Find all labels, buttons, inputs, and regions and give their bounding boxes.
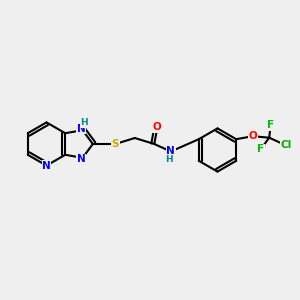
Text: N: N	[77, 154, 85, 164]
Text: H: H	[166, 154, 173, 164]
Text: N: N	[167, 146, 175, 157]
Text: N: N	[42, 160, 51, 171]
Text: S: S	[112, 139, 119, 149]
Text: N: N	[77, 124, 85, 134]
Text: O: O	[153, 122, 162, 133]
Text: Cl: Cl	[280, 140, 291, 150]
Text: F: F	[257, 144, 264, 154]
Text: F: F	[267, 120, 274, 130]
Text: H: H	[80, 118, 88, 127]
Text: O: O	[248, 131, 257, 141]
